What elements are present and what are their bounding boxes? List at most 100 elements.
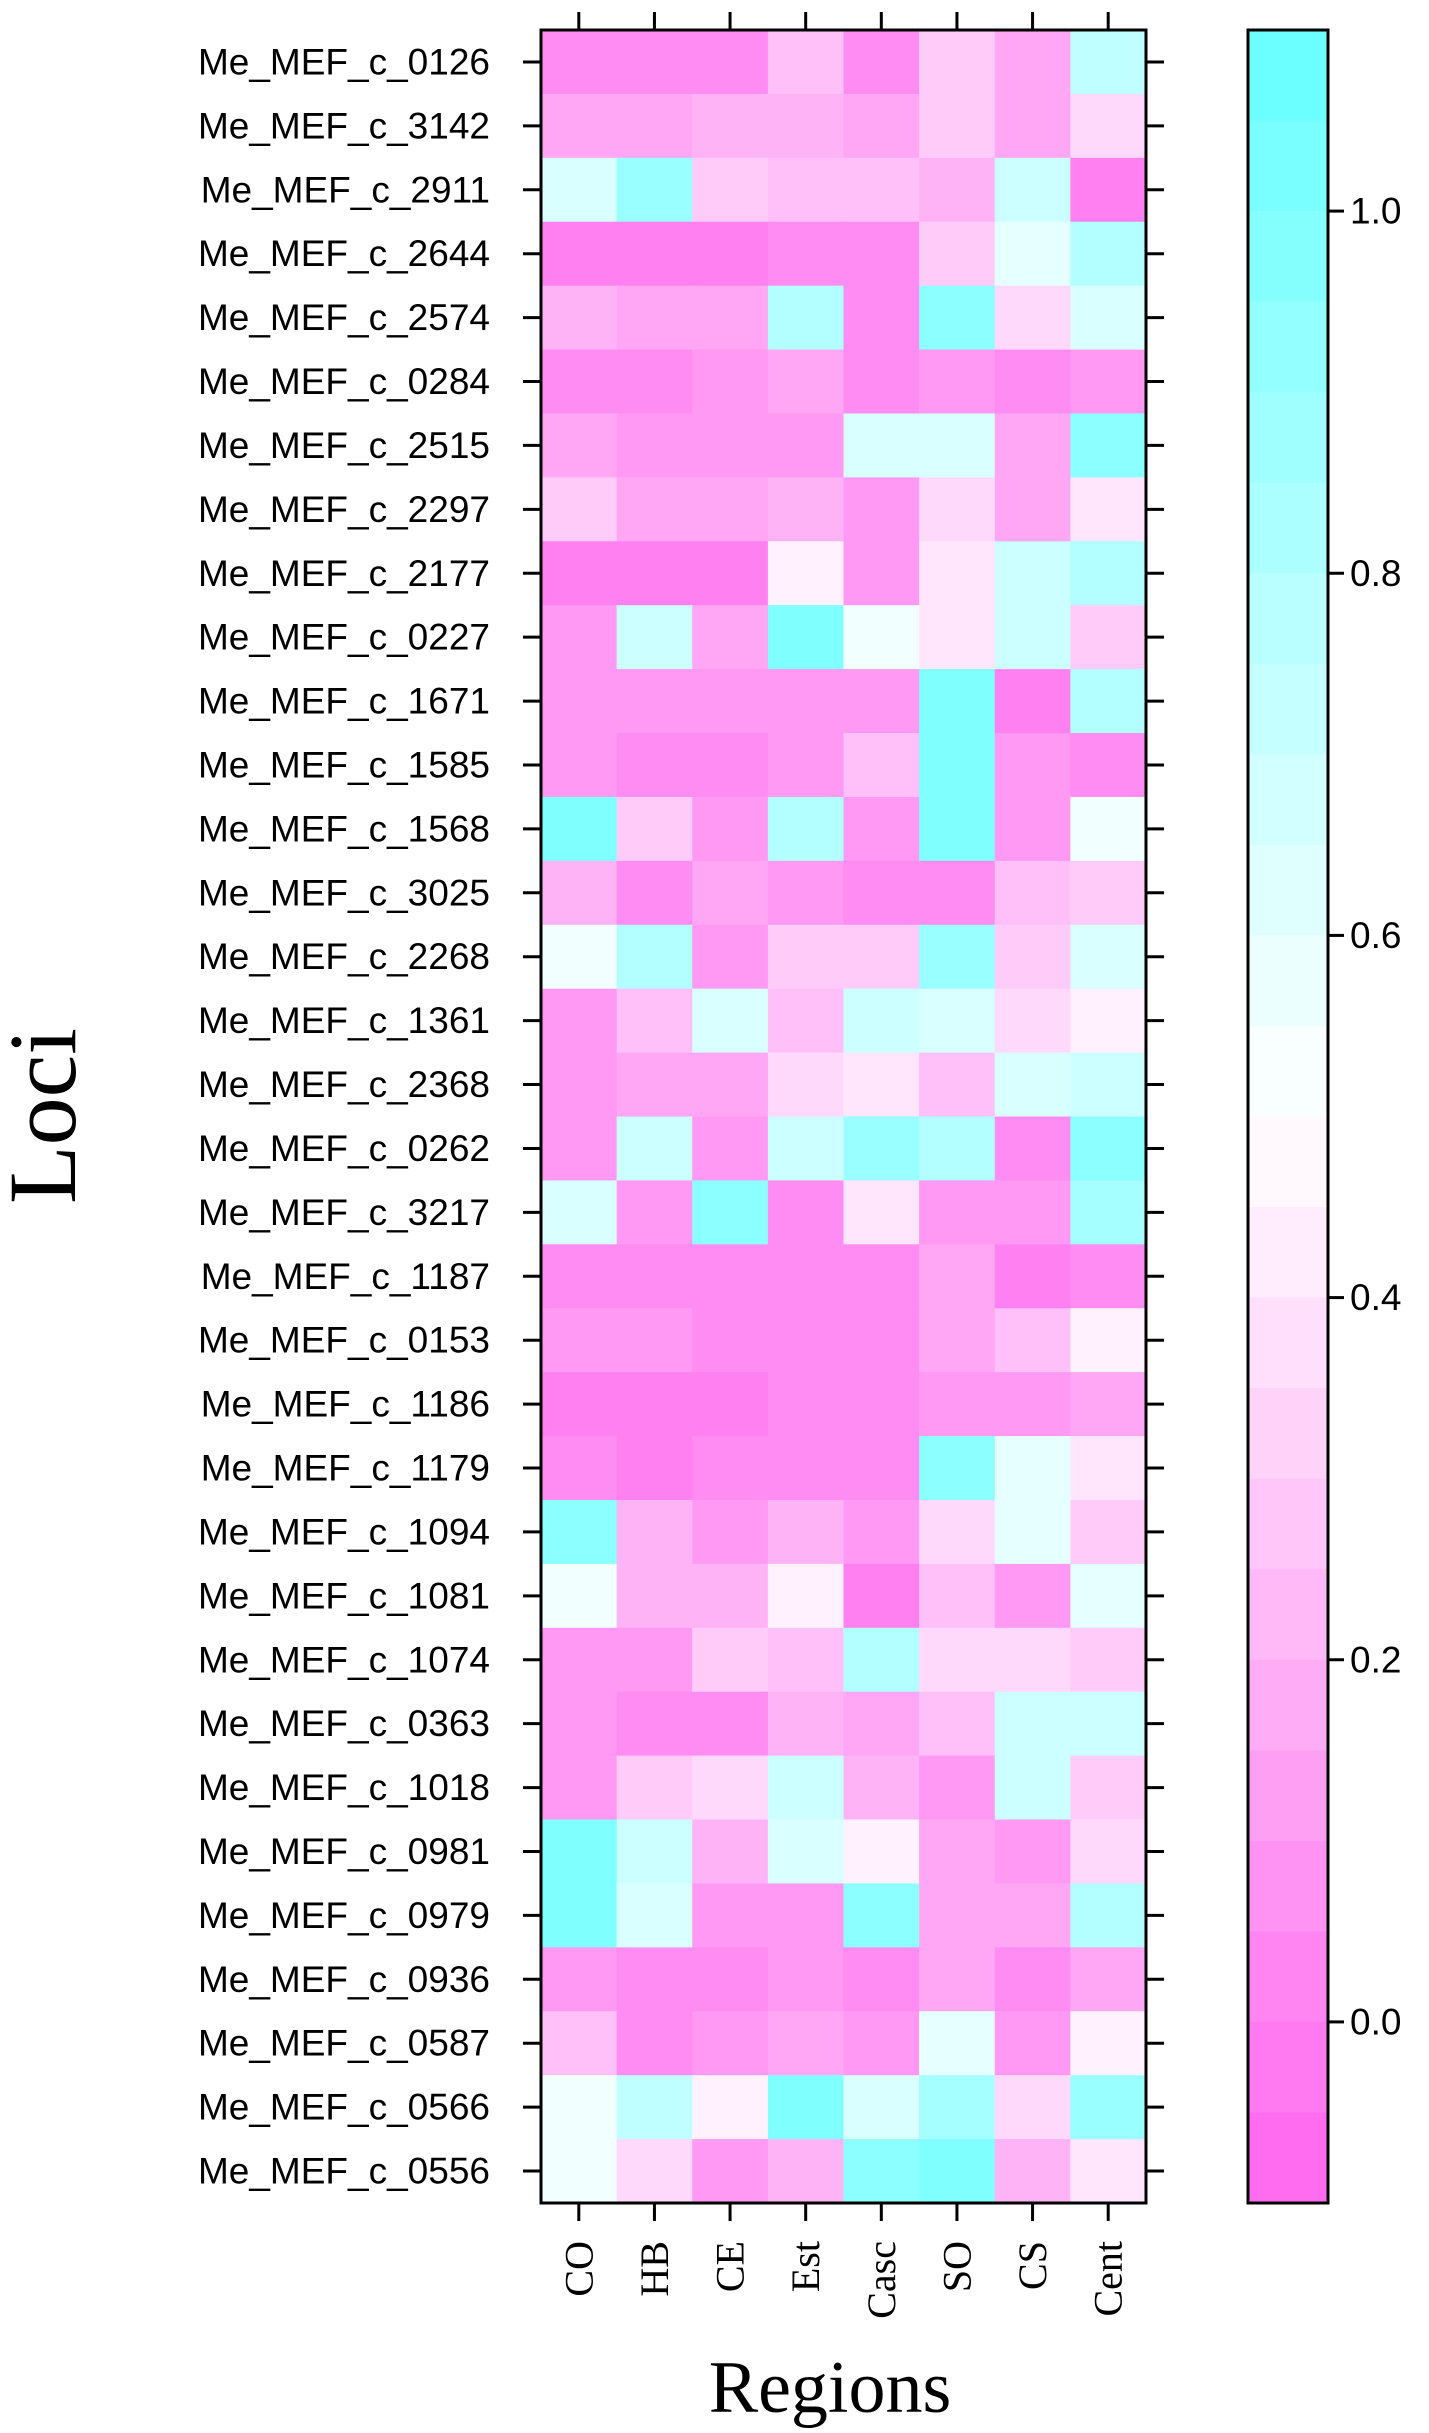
heatmap-cell — [692, 1883, 769, 1948]
heatmap-cell — [843, 1947, 920, 2012]
heatmap-cell — [541, 1308, 618, 1373]
heatmap-cell — [919, 1563, 996, 1629]
heatmap-cell — [919, 796, 996, 862]
heatmap-cell — [616, 605, 693, 670]
heatmap-cell — [994, 541, 1071, 606]
x-tick-label: CS — [1010, 2241, 1055, 2290]
heatmap-cell — [919, 1052, 996, 1118]
heatmap-cell — [843, 349, 920, 415]
heatmap-cell — [767, 477, 845, 542]
y-tick-label: Me_MEF_c_0284 — [198, 361, 490, 402]
heatmap-cell — [692, 285, 769, 351]
heatmap-cell — [843, 413, 920, 478]
heatmap-cell — [692, 988, 769, 1054]
heatmap-cell — [692, 1372, 769, 1437]
heatmap-cell — [541, 2011, 618, 2076]
legend-swatch — [1248, 844, 1328, 937]
heatmap-cell — [919, 541, 996, 606]
heatmap-cell — [767, 924, 845, 990]
heatmap-cell — [1070, 477, 1147, 542]
heatmap-cell — [692, 1116, 769, 1182]
heatmap-cell — [843, 1755, 920, 1821]
heatmap-cell — [541, 221, 618, 287]
heatmap-cell — [843, 1180, 920, 1245]
heatmap-cell — [1070, 541, 1147, 606]
heatmap-cell — [843, 988, 920, 1054]
y-tick-label: Me_MEF_c_0363 — [198, 1703, 490, 1744]
heatmap-cell — [767, 1244, 845, 1309]
heatmap-cell — [616, 1563, 693, 1629]
heatmap-cell — [541, 1947, 618, 2012]
heatmap-cell — [541, 605, 618, 670]
heatmap-cell — [994, 669, 1071, 734]
heatmap-cell — [541, 349, 618, 415]
heatmap-cell — [843, 30, 920, 95]
heatmap-cell — [994, 1883, 1071, 1948]
heatmap-cell — [692, 1244, 769, 1309]
heatmap-cell — [541, 1052, 618, 1118]
legend-tick-label: 0.4 — [1350, 1277, 1401, 1318]
heatmap-cell — [692, 1436, 769, 1501]
heatmap-cell — [541, 157, 618, 223]
y-tick-label: Me_MEF_c_0227 — [198, 617, 490, 658]
heatmap-cell — [1070, 1244, 1147, 1309]
heatmap-cell — [1070, 93, 1147, 159]
heatmap-cell — [767, 349, 845, 415]
heatmap-cell — [616, 669, 693, 734]
legend-swatch — [1248, 2021, 1328, 2114]
heatmap-cell — [616, 157, 693, 223]
heatmap-cell — [767, 1819, 845, 1885]
heatmap-cell — [994, 2011, 1071, 2076]
heatmap-cell — [767, 221, 845, 287]
y-tick-label: Me_MEF_c_1585 — [198, 744, 490, 785]
heatmap-cell — [1070, 2139, 1147, 2204]
heatmap-cell — [692, 1052, 769, 1118]
heatmap-cell — [1070, 349, 1147, 415]
heatmap-cell — [541, 1499, 618, 1565]
heatmap-cell — [919, 1947, 996, 2012]
heatmap-cell — [1070, 605, 1147, 670]
legend-swatch — [1248, 1297, 1328, 1389]
heatmap-cell — [994, 796, 1071, 862]
heatmap-cell — [843, 1499, 920, 1565]
heatmap-cell — [692, 860, 769, 926]
heatmap-cell — [843, 221, 920, 287]
legend-swatch — [1248, 1207, 1328, 1299]
y-axis-title: Loci — [0, 1028, 96, 1204]
heatmap-cell — [1070, 1180, 1147, 1245]
heatmap-cell — [1070, 1499, 1147, 1565]
y-tick-label: Me_MEF_c_0126 — [198, 41, 490, 82]
heatmap-cell — [1070, 669, 1147, 734]
y-tick-label: Me_MEF_c_2177 — [198, 553, 490, 594]
heatmap-cell — [692, 157, 769, 223]
heatmap-cell — [843, 1116, 920, 1182]
heatmap-cell — [843, 2011, 920, 2076]
heatmap-cell — [616, 2139, 693, 2204]
heatmap-cell — [1070, 1372, 1147, 1437]
heatmap-cell — [692, 2075, 769, 2140]
heatmap-cell — [994, 988, 1071, 1054]
y-tick-label: Me_MEF_c_1081 — [198, 1575, 490, 1616]
y-tick-labels: Me_MEF_c_0126 Me_MEF_c_3142 Me_MEF_c_2911 M… — [198, 41, 490, 2191]
heatmap-cell — [692, 221, 769, 287]
heatmap-cell — [1070, 1308, 1147, 1373]
heatmap-cell — [541, 93, 618, 159]
heatmap-cell — [994, 1563, 1071, 1629]
heatmap-cell — [541, 733, 618, 798]
y-tick-label: Me_MEF_c_1179 — [201, 1448, 490, 1489]
legend-swatch — [1248, 301, 1328, 393]
heatmap-cell — [919, 1372, 996, 1437]
heatmap-cell — [692, 477, 769, 542]
heatmap-cell — [1070, 1052, 1147, 1118]
legend-swatch — [1248, 482, 1328, 574]
heatmap-cell — [767, 2011, 845, 2076]
heatmap-cell — [919, 285, 996, 351]
legend-tick-label: 1.0 — [1350, 191, 1401, 232]
heatmap-cell — [919, 733, 996, 798]
y-tick-label: Me_MEF_c_1361 — [198, 1000, 490, 1041]
heatmap-cell — [767, 1627, 845, 1693]
heatmap-cell — [616, 988, 693, 1054]
heatmap-cell — [692, 2011, 769, 2076]
legend-swatch — [1248, 663, 1328, 755]
